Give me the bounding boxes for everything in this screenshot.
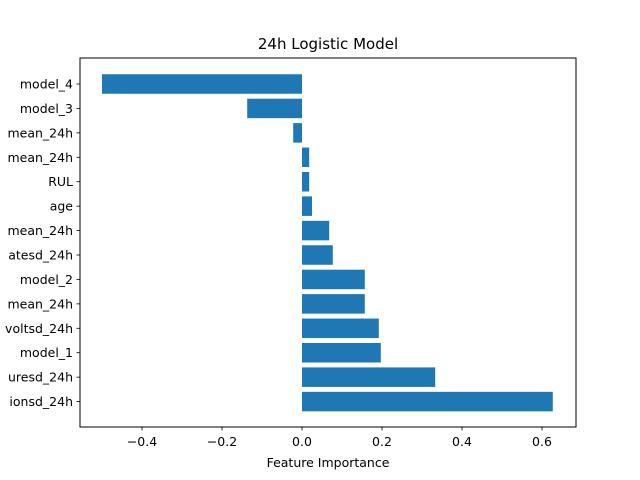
bar	[302, 318, 379, 339]
y-tick-label: age	[50, 199, 74, 214]
y-tick-label: ionsd_24h	[9, 394, 73, 409]
chart-title: 24h Logistic Model	[258, 35, 398, 53]
y-tick-label: model_2	[20, 272, 73, 287]
y-tick-label: model_1	[20, 345, 73, 360]
plot-frame	[79, 57, 577, 428]
y-tick-label: RUL	[48, 174, 73, 189]
bar	[302, 245, 333, 265]
x-tick-label: 0.2	[372, 434, 392, 449]
y-tick-label: model_3	[20, 101, 73, 116]
bar	[302, 220, 330, 241]
y-tick-label: mean_24h	[7, 296, 73, 311]
y-tick-label: atesd_24h	[8, 248, 73, 263]
bar	[302, 391, 553, 412]
bar	[302, 147, 310, 168]
y-tick-label: voltsd_24h	[5, 321, 73, 336]
y-tick-label: uresd_24h	[8, 370, 73, 385]
y-tick-label: mean_24h	[7, 150, 73, 165]
x-tick-label: 0.6	[532, 434, 552, 449]
y-tick-label: mean_24h	[7, 125, 73, 140]
bar	[302, 171, 310, 192]
bar	[302, 342, 381, 363]
bar	[302, 196, 312, 216]
bar	[102, 74, 302, 94]
y-tick-label: model_4	[20, 77, 73, 92]
bar	[302, 269, 365, 290]
bar	[302, 294, 365, 314]
x-tick-label: −0.2	[207, 434, 237, 449]
x-axis-label: Feature Importance	[267, 455, 390, 470]
x-tick-label: 0.0	[292, 434, 312, 449]
ticks-layer: model_4 model_3 mean_24h mean_24h RUL age mean…	[5, 77, 552, 450]
bar	[247, 98, 302, 119]
x-tick-label: 0.4	[452, 434, 472, 449]
bar	[293, 123, 302, 143]
x-tick-label: −0.4	[127, 434, 157, 449]
y-tick-label: mean_24h	[7, 223, 73, 238]
bar	[302, 367, 436, 387]
bars-layer	[102, 74, 553, 412]
